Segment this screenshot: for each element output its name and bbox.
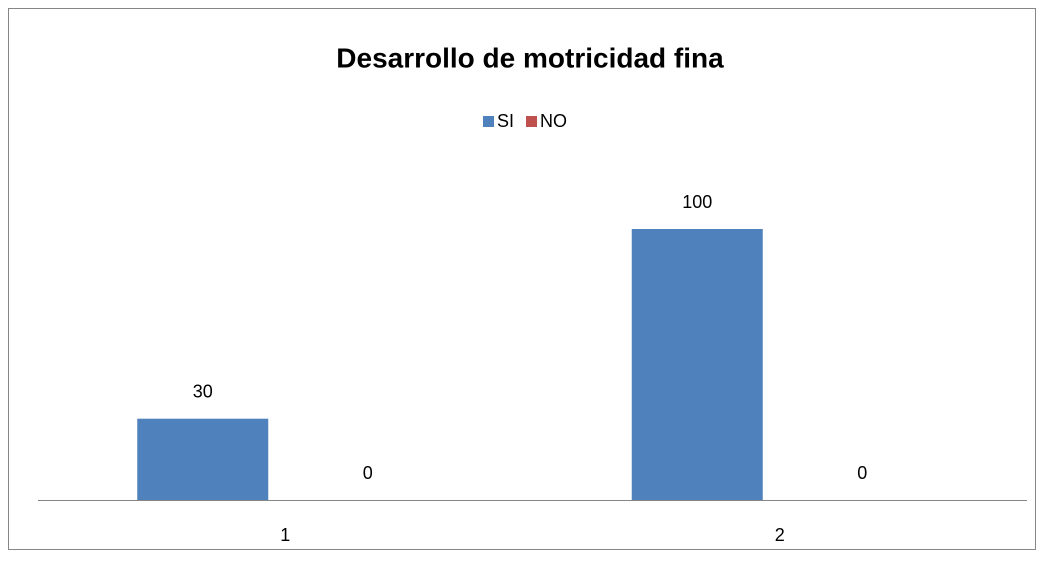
legend-label: SI <box>497 111 514 131</box>
legend-label: NO <box>540 111 567 131</box>
bar <box>137 418 269 500</box>
chart-title: Desarrollo de motricidad fina <box>336 42 724 73</box>
legend: SI NO <box>483 111 567 131</box>
bar <box>631 229 763 500</box>
legend-swatch <box>526 116 538 127</box>
x-tick-label: 1 <box>280 525 290 545</box>
data-label: 0 <box>857 463 867 483</box>
legend-swatch <box>483 116 494 127</box>
x-tick-label: 2 <box>775 525 785 545</box>
data-label: 30 <box>193 381 213 401</box>
data-label: 100 <box>682 192 712 212</box>
data-label: 0 <box>363 463 373 483</box>
